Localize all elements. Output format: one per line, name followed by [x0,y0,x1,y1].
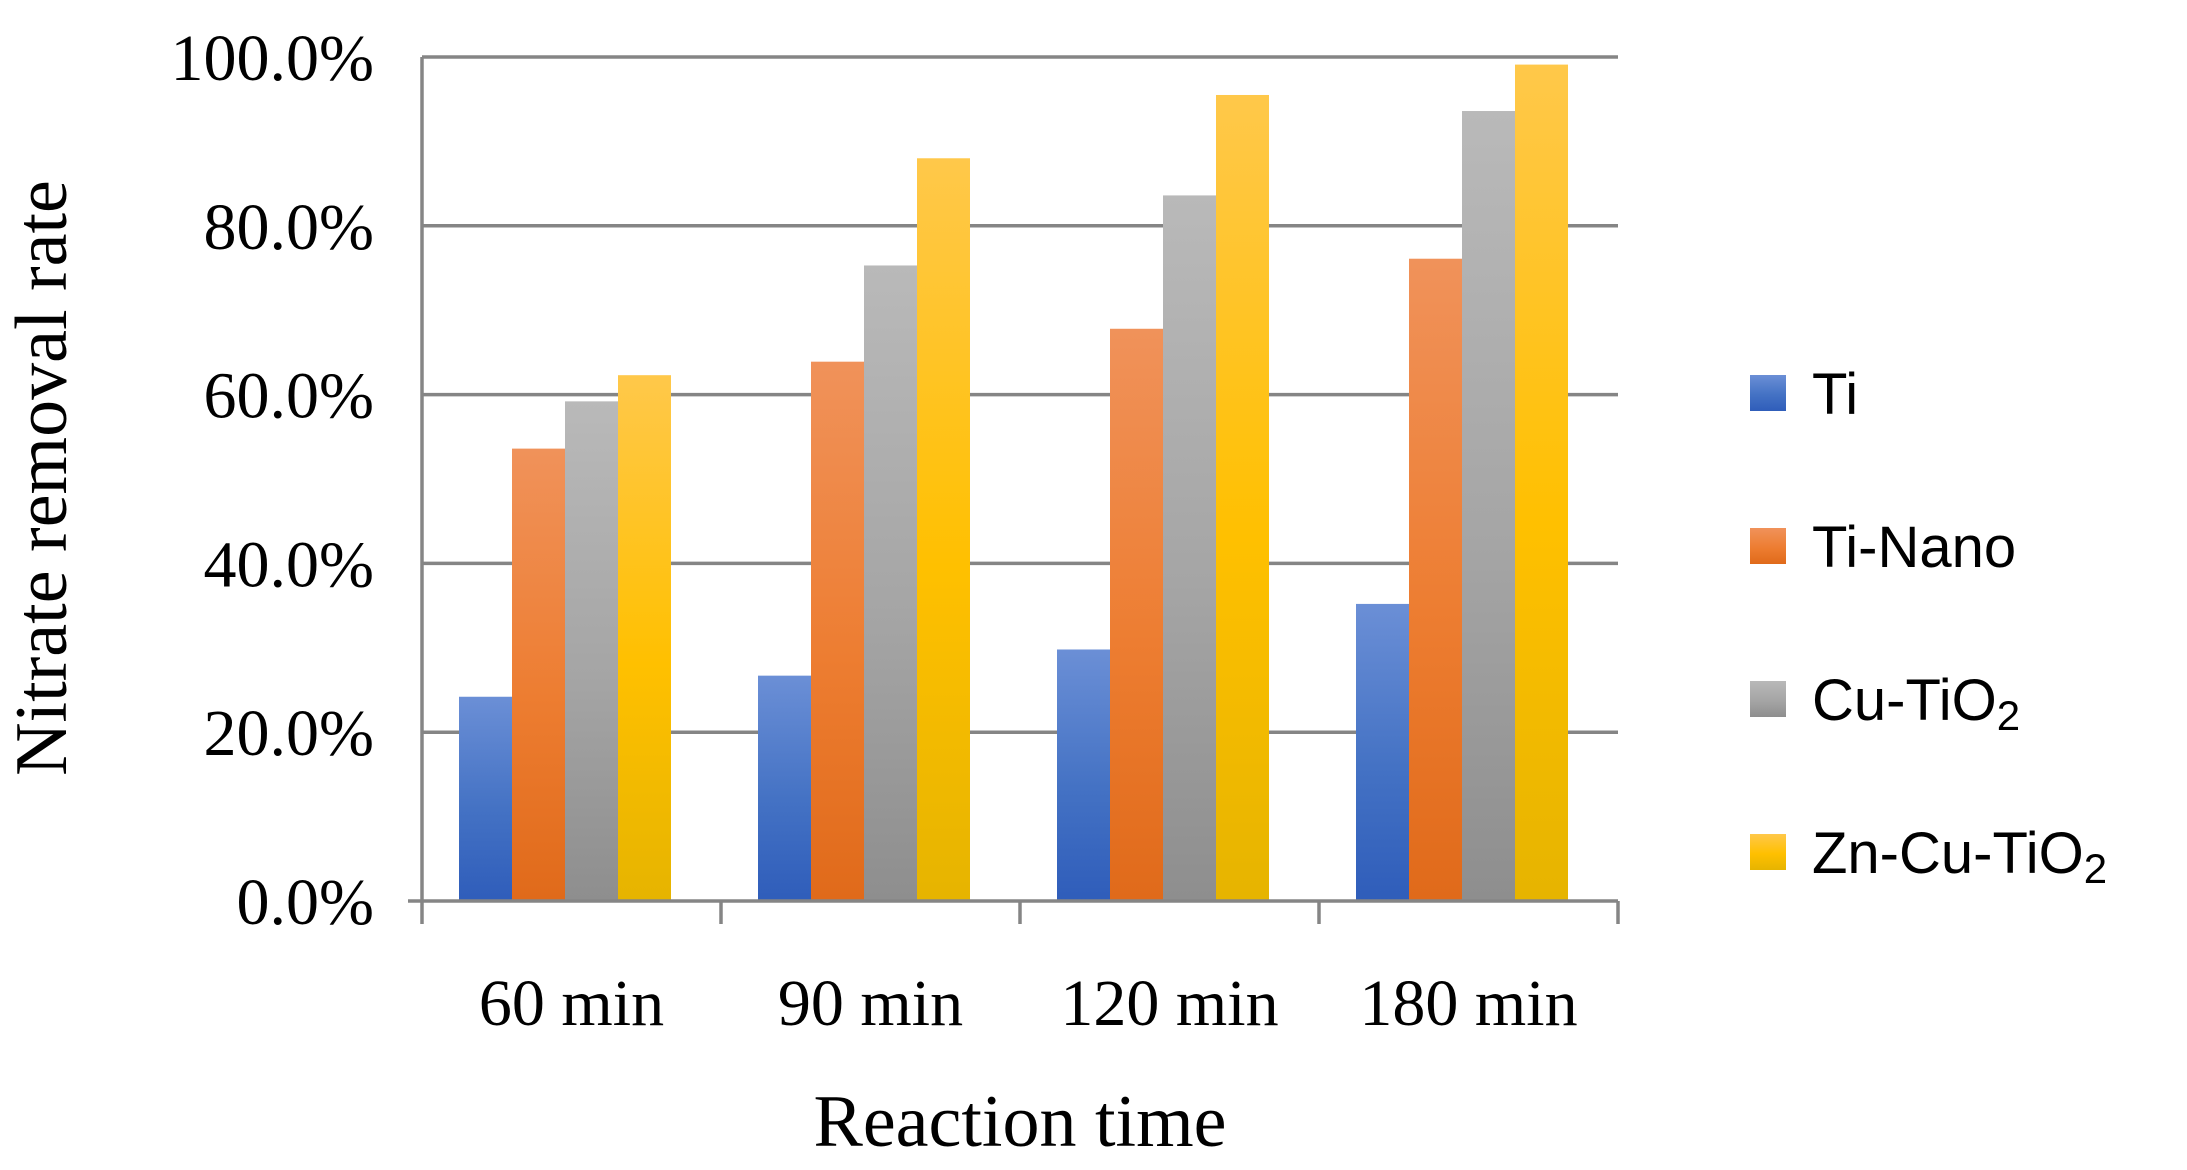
x-tick-label: 180 min [1359,967,1577,1040]
bar-zn-cu-tio2-180-min [1515,64,1568,901]
bar-ti-nano-90-min [811,361,864,902]
y-tick-label: 40.0% [204,528,374,601]
bar-ti-nano-180-min [1409,258,1462,901]
bar-ti-nano-120-min [1110,328,1163,901]
bars [459,64,1568,902]
bar-cu-tio2-180-min [1462,111,1515,902]
bar-ti-120-min [1057,649,1110,901]
legend-label-cu-tio2: Cu-TiO2 [1812,668,2020,739]
y-tick-label: 20.0% [204,697,374,770]
bar-cu-tio2-60-min [565,401,618,901]
bar-zn-cu-tio2-120-min [1216,94,1269,902]
x-axis-title: Reaction time [813,1081,1226,1163]
legend-swatch-ti-nano [1750,528,1786,564]
y-tick-label: 80.0% [204,191,374,264]
legend-swatch-zn-cu-tio2 [1750,834,1786,870]
axes [408,57,1620,924]
y-tick-label: 100.0% [171,22,374,95]
bar-ti-60-min [459,696,512,901]
legend-swatch-cu-tio2 [1750,681,1786,717]
bar-ti-nano-60-min [512,448,565,901]
bar-zn-cu-tio2-60-min [618,375,671,901]
legend-swatch-ti [1750,375,1786,411]
x-tick-label: 90 min [778,967,963,1040]
bar-cu-tio2-90-min [864,265,917,901]
bar-zn-cu-tio2-90-min [917,158,970,901]
x-tick-label: 60 min [479,967,664,1040]
y-axis-title: Nitrate removal rate [1,180,83,776]
tick-labels: 0.0% 20.0% 40.0% 60.0% 80.0% 100.0% 60 min 90 m… [171,22,1578,1040]
x-tick-label: 120 min [1060,967,1278,1040]
legend-label-ti-nano: Ti-Nano [1812,515,2016,580]
bar-ti-180-min [1356,603,1409,901]
legend-label-subscript: 2 [2084,845,2107,892]
bar-ti-90-min [758,675,811,901]
y-tick-label: 60.0% [204,360,374,433]
legend-label-subscript: 2 [1997,692,2020,739]
y-tick-label: 0.0% [237,866,374,939]
bar-cu-tio2-120-min [1163,195,1216,901]
legend-label-zn-cu-tio2: Zn-Cu-TiO2 [1812,821,2107,892]
legend-label-ti: Ti [1812,362,1858,427]
legend: Ti Ti-Nano Cu-TiO2 Zn-Cu-TiO2 [1750,362,2107,892]
